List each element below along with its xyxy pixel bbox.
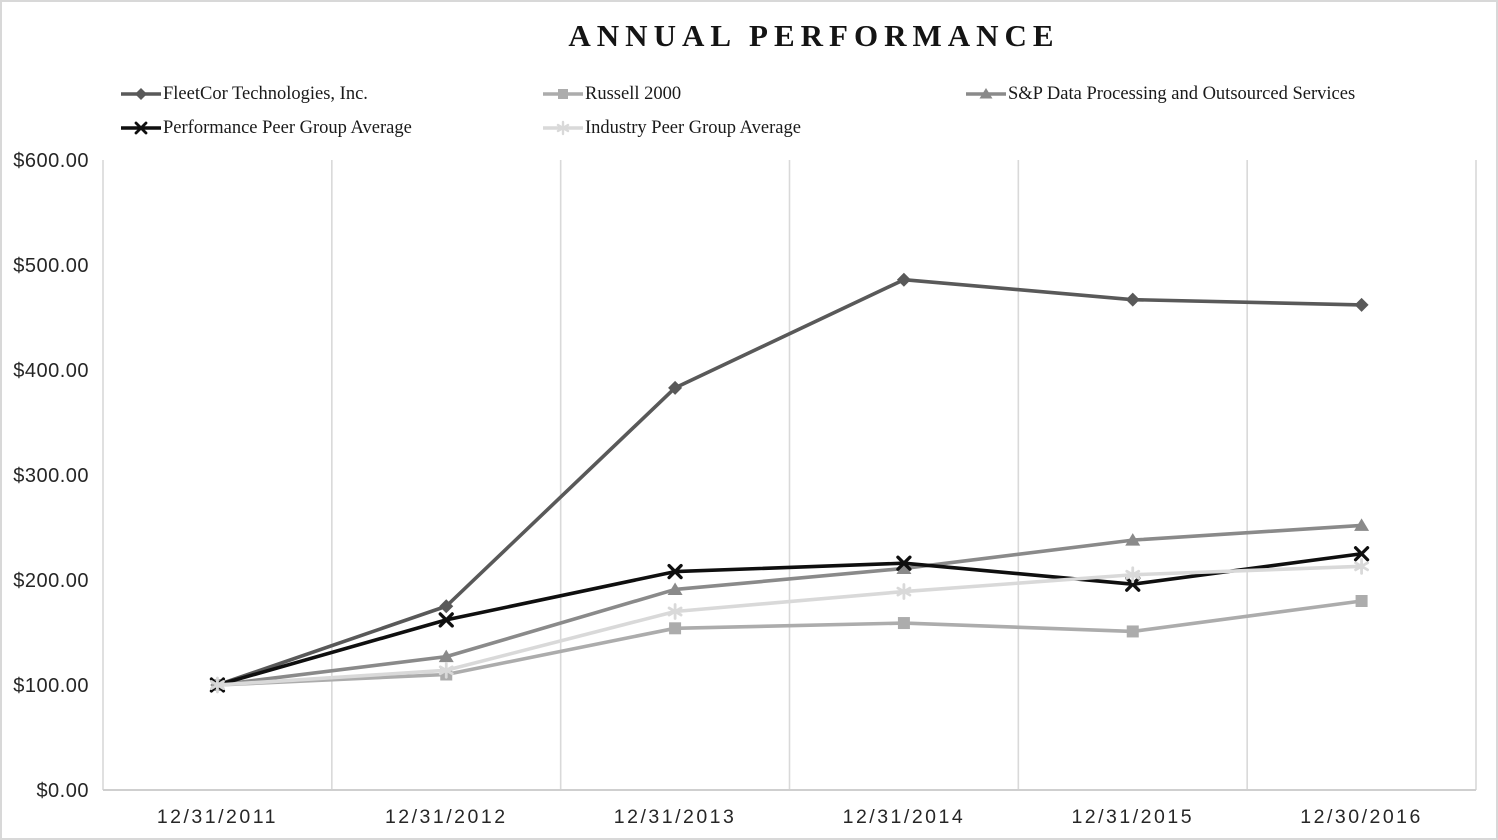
diamond-marker-icon [135,88,147,100]
legend-item-5: Industry Peer Group Average [543,116,801,140]
asterisk-marker-icon [1125,566,1141,584]
x-marker-icon [896,555,912,571]
legend-label: Performance Peer Group Average [163,117,412,138]
chart-legend: FleetCor Technologies, Inc. Russell 2000 S… [2,2,1496,152]
x-tick-label: 12/31/2011 [157,806,278,828]
y-tick-label: $400.00 [13,360,89,382]
x-marker-icon [1125,576,1141,592]
series-markers-industry-peer-group-average [210,557,1369,694]
diamond-marker-icon [896,272,911,287]
legend-item-1: FleetCor Technologies, Inc. [121,82,368,106]
x-tick-label: 12/31/2015 [1071,806,1194,828]
asterisk-marker-icon [667,603,683,620]
legend-label: FleetCor Technologies, Inc. [163,83,368,104]
legend-swatch [543,89,583,99]
legend-swatch [121,121,161,135]
asterisk-marker-icon [210,676,225,694]
square-marker-icon [897,617,910,630]
x-marker-icon [1353,546,1370,562]
legend-swatch [121,88,161,100]
x-tick-label: 12/31/2013 [614,806,737,828]
diamond-marker-icon [668,380,683,395]
diamond-marker-icon [1354,297,1369,312]
y-tick-label: $500.00 [13,255,89,277]
y-tick-label: $0.00 [36,780,89,802]
x-tick-label: 12/31/2012 [385,806,508,828]
series-line-russell-2000 [217,599,1362,687]
legend-swatch [966,88,1006,99]
x-marker-icon [667,563,683,580]
legend-label: Industry Peer Group Average [585,117,801,138]
triangle-marker-icon [896,561,912,574]
asterisk-marker-icon [1354,557,1369,575]
asterisk-marker-icon [438,661,454,679]
legend-label: Russell 2000 [585,83,682,104]
square-marker-icon [669,622,682,635]
triangle-marker-icon [667,582,683,595]
series-line-industry-peer-group-average [217,564,1362,687]
x-marker-icon [134,121,148,135]
y-tick-label: $300.00 [13,465,89,487]
diamond-marker-icon [439,599,454,614]
asterisk-marker-icon [896,583,912,600]
series-line-fleetcor-technologies-inc [216,277,1362,687]
series-line-performance-peer-group-average [216,551,1362,687]
x-marker-icon [438,612,454,628]
diamond-marker-icon [1125,292,1140,307]
square-marker-icon [558,89,568,99]
x-tick-label: 12/30/2016 [1300,806,1423,828]
series-markers-performance-peer-group-average [209,546,1370,693]
asterisk-marker-icon [556,120,570,136]
legend-item-4: Performance Peer Group Average [121,116,412,140]
chart-title: ANNUAL PERFORMANCE [568,18,1060,53]
triangle-marker-icon [1354,518,1370,531]
triangle-marker-icon [438,649,454,663]
legend-item-2: Russell 2000 [543,82,681,106]
x-tick-label: 12/31/2014 [843,806,966,828]
triangle-marker-icon [1125,533,1141,546]
y-tick-label: $600.00 [13,150,89,172]
square-marker-icon [1126,625,1139,638]
legend-label: S&P Data Processing and Outsourced Servi… [1008,83,1356,104]
legend-swatch [543,120,583,136]
y-tick-label: $200.00 [13,570,89,592]
triangle-marker-icon [979,88,993,99]
series-line-s-p-data-processing-and-outsourced-services [217,523,1362,687]
legend-item-3: S&P Data Processing and Outsourced Servi… [966,82,1355,106]
square-marker-icon [1355,595,1368,607]
y-tick-label: $100.00 [13,675,89,697]
